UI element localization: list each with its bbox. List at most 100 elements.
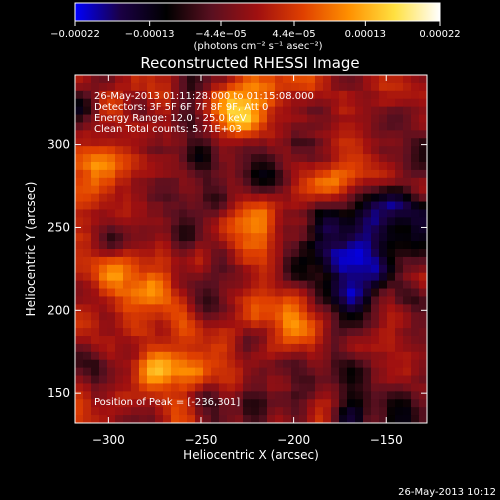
heatmap-cell	[387, 130, 396, 139]
heatmap-cell	[163, 154, 172, 163]
heatmap-cell	[259, 336, 268, 345]
heatmap-cell	[235, 209, 244, 218]
heatmap-cell	[299, 264, 308, 274]
heatmap-cell	[251, 312, 260, 321]
heatmap-cell	[251, 225, 260, 234]
heatmap-cell	[315, 328, 324, 337]
heatmap-cell	[299, 272, 308, 282]
heatmap-cell	[371, 185, 380, 195]
heatmap-cell	[123, 383, 132, 392]
heatmap-cell	[315, 343, 324, 353]
heatmap-cell	[307, 359, 316, 369]
heatmap-cell	[75, 407, 84, 416]
heatmap-cell	[139, 241, 148, 250]
heatmap-cell	[107, 391, 116, 400]
heatmap-cell	[411, 383, 420, 392]
heatmap-cell	[83, 351, 92, 361]
heatmap-cell	[339, 201, 348, 211]
heatmap-cell	[331, 296, 340, 305]
heatmap-cell	[171, 82, 180, 92]
heatmap-cell	[379, 367, 388, 377]
heatmap-cell	[83, 383, 92, 392]
heatmap-cell	[387, 169, 396, 179]
heatmap-cell	[91, 415, 100, 423]
heatmap-cell	[203, 98, 212, 108]
heatmap-cell	[323, 359, 332, 369]
heatmap-cell	[123, 367, 132, 377]
heatmap-cell	[291, 90, 300, 100]
heatmap-cell	[195, 264, 204, 274]
heatmap-cell	[267, 415, 276, 423]
colorbar-unit-label: (photons cm⁻² s⁻¹ asec⁻²)	[193, 41, 322, 52]
heatmap-cell	[211, 343, 220, 353]
heatmap-cell	[91, 185, 100, 195]
heatmap-cell	[131, 367, 140, 377]
heatmap-cell	[139, 351, 148, 361]
heatmap-cell	[75, 130, 84, 139]
heatmap-cell	[371, 280, 380, 290]
heatmap-cell	[243, 399, 252, 408]
heatmap-cell	[243, 122, 252, 131]
heatmap-cell	[259, 407, 268, 416]
heatmap-cell	[347, 122, 356, 131]
heatmap-cell	[179, 320, 188, 329]
heatmap-cell	[219, 209, 228, 218]
heatmap-cell	[323, 162, 332, 171]
heatmap-cell	[99, 138, 108, 147]
heatmap-cell	[395, 249, 404, 258]
heatmap-cell	[227, 351, 236, 361]
heatmap-cell	[163, 288, 172, 298]
heatmap-cell	[91, 138, 100, 147]
heatmap-cell	[411, 272, 420, 282]
heatmap-cell	[411, 288, 420, 298]
heatmap-cell	[259, 154, 268, 163]
heatmap-cell	[171, 122, 180, 131]
heatmap-cell	[147, 114, 156, 124]
heatmap-cell	[195, 407, 204, 416]
heatmap-cell	[115, 343, 124, 353]
heatmap-cell	[107, 296, 116, 305]
heatmap-cell	[235, 241, 244, 250]
heatmap-cell	[299, 98, 308, 108]
heatmap-cell	[123, 114, 132, 124]
heatmap-cell	[131, 351, 140, 361]
heatmap-cell	[411, 264, 420, 274]
heatmap-cell	[227, 138, 236, 147]
colorbar-bar	[74, 2, 441, 22]
heatmap-cell	[179, 130, 188, 139]
heatmap-cell	[155, 264, 164, 274]
heatmap-cell	[179, 185, 188, 195]
heatmap-cell	[147, 288, 156, 298]
heatmap-cell	[379, 82, 388, 92]
heatmap-cell	[91, 304, 100, 313]
heatmap-cell	[283, 280, 292, 290]
heatmap-cell	[323, 288, 332, 298]
heatmap-cell	[91, 177, 100, 187]
heatmap-cell	[107, 233, 116, 242]
heatmap-cell	[91, 114, 100, 124]
heatmap-cell	[411, 375, 420, 385]
heatmap-cell	[259, 280, 268, 290]
heatmap-cell	[395, 328, 404, 337]
heatmap-cell	[419, 367, 427, 377]
heatmap-cell	[283, 130, 292, 139]
heatmap-cell	[339, 359, 348, 369]
heatmap-cell	[203, 241, 212, 250]
heatmap-cell	[211, 233, 220, 242]
heatmap-cell	[267, 343, 276, 353]
heatmap-cell	[211, 201, 220, 211]
heatmap-cell	[179, 169, 188, 179]
heatmap-cell	[387, 272, 396, 282]
heatmap-cell	[179, 122, 188, 131]
heatmap-cell	[347, 280, 356, 290]
heatmap-cell	[283, 249, 292, 258]
heatmap-cell	[395, 130, 404, 139]
heatmap-cell	[379, 415, 388, 423]
heatmap-cell	[419, 169, 427, 179]
heatmap-cell	[115, 106, 124, 116]
heatmap-cell	[187, 233, 196, 242]
heatmap-cell	[243, 320, 252, 329]
heatmap-cell	[187, 138, 196, 147]
heatmap-cell	[403, 280, 412, 290]
heatmap-cell	[107, 415, 116, 423]
